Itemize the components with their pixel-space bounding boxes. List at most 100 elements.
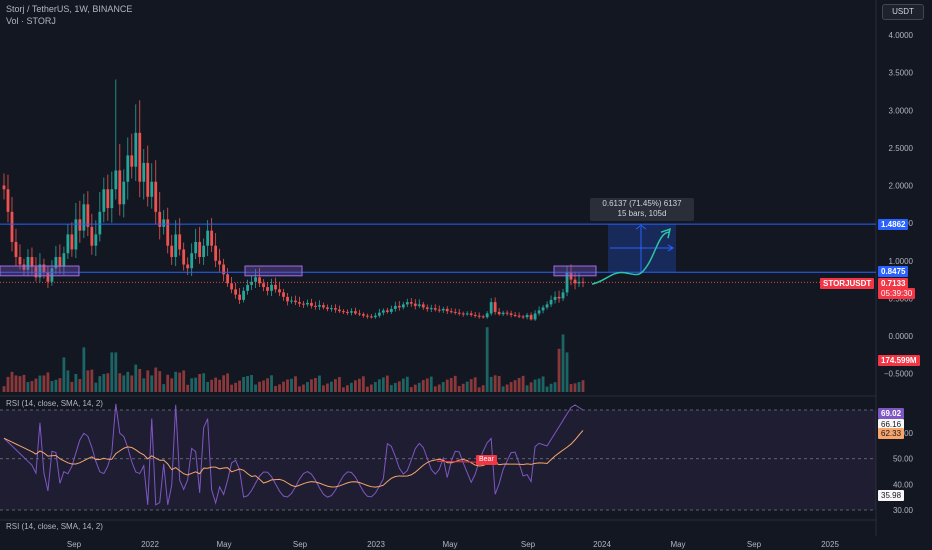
candle-body — [441, 308, 445, 311]
candle-body — [54, 256, 58, 269]
candle-body — [350, 311, 353, 313]
volume-bar — [286, 379, 289, 392]
volume-bar — [54, 379, 58, 392]
volume-bar — [34, 378, 38, 392]
candle-body — [18, 256, 22, 265]
rsi-value-tag: 69.02 — [878, 408, 905, 419]
volume-bar — [409, 387, 413, 392]
candle-body — [114, 170, 118, 190]
volume-bar — [338, 377, 341, 392]
measure-line-1: 0.6137 (71.45%) 6137 — [602, 199, 682, 208]
volume-bar — [365, 386, 369, 392]
candle-body — [286, 296, 289, 302]
volume-bar — [134, 364, 138, 392]
candle-body — [90, 226, 94, 246]
candle-body — [166, 219, 170, 246]
volume-bar — [86, 370, 90, 392]
candle-body — [182, 249, 186, 265]
candle-body — [194, 241, 198, 254]
currency-button[interactable]: USDT — [882, 4, 924, 20]
rsi-line — [3, 403, 584, 506]
volume-bar — [98, 376, 102, 392]
volume-bar — [310, 379, 313, 392]
volume-bar — [445, 379, 449, 392]
volume-bar — [306, 382, 309, 392]
support-zone-box — [0, 265, 80, 277]
price-tick-label: 2.5000 — [889, 144, 914, 153]
volume-bar — [441, 382, 445, 392]
bar-countdown: 05:39:30 — [878, 288, 916, 299]
candle-body — [106, 189, 110, 209]
candle-body — [513, 314, 517, 316]
candle-body — [254, 277, 257, 282]
volume-bar — [170, 378, 174, 392]
candle-body — [473, 314, 477, 316]
volume-bar — [66, 370, 70, 392]
candle-body — [549, 299, 553, 305]
time-tick-label: 2022 — [141, 540, 159, 549]
candle-body — [302, 303, 305, 305]
candle-body — [262, 283, 265, 288]
volume-bar — [437, 384, 441, 392]
volume-bar — [413, 384, 417, 392]
candle-body — [6, 189, 10, 212]
volume-legend: Vol · STORJ — [6, 16, 56, 26]
volume-bar — [461, 383, 465, 392]
volume-bar — [357, 378, 361, 392]
projected-path-arrow — [660, 228, 672, 239]
candle-body — [78, 219, 82, 231]
volume-bar — [373, 382, 377, 392]
candle-body — [353, 311, 357, 314]
volume-bar — [106, 373, 110, 392]
volume-bar — [298, 386, 301, 392]
candle-body — [453, 311, 457, 313]
volume-bar — [529, 382, 533, 392]
time-tick-label: 2023 — [367, 540, 385, 549]
projected-path — [591, 231, 671, 285]
volume-bar — [421, 380, 425, 392]
volume-bar — [118, 373, 122, 392]
volume-bar — [246, 376, 249, 392]
candle-body — [322, 305, 325, 308]
rsi-extra-tag: 62.33 — [878, 428, 905, 439]
measure-tooltip: 0.6137 (71.45%) 6137 15 bars, 105d — [590, 198, 694, 221]
volume-bar — [94, 382, 98, 392]
candle-body — [290, 300, 293, 302]
candle-body — [521, 316, 525, 318]
candle-body — [150, 181, 154, 197]
volume-bar — [318, 375, 321, 392]
volume-bar — [457, 385, 461, 392]
time-tick-label: May — [216, 540, 231, 549]
candle-body — [421, 304, 425, 308]
volume-bar — [314, 378, 317, 392]
price-tick-label: 3.5000 — [889, 69, 914, 78]
volume-bar — [130, 375, 134, 392]
candle-body — [30, 256, 34, 267]
candle-body — [110, 189, 114, 209]
candle-body — [46, 272, 50, 282]
candle-body — [74, 219, 78, 250]
candle-body — [158, 211, 162, 227]
volume-bar — [549, 383, 553, 392]
volume-bar — [334, 379, 337, 392]
volume-bar — [537, 378, 541, 392]
price-tick-label: 4.0000 — [889, 31, 914, 40]
volume-bar — [62, 357, 66, 392]
volume-bar — [573, 383, 577, 392]
candle-body — [266, 287, 269, 291]
volume-bar — [513, 380, 517, 392]
candle-body — [545, 304, 549, 308]
candle-body — [361, 314, 365, 316]
volume-bar — [577, 382, 581, 392]
volume-bar — [389, 385, 393, 392]
candle-body — [493, 302, 497, 312]
volume-bar — [533, 379, 537, 392]
candle-body — [369, 316, 373, 318]
candle-body — [557, 296, 561, 299]
candle-body — [58, 256, 62, 267]
rsi-tick-label: 40.00 — [893, 480, 914, 489]
volume-bar — [569, 384, 573, 392]
candle-body — [142, 162, 146, 182]
candle-body — [425, 307, 429, 309]
